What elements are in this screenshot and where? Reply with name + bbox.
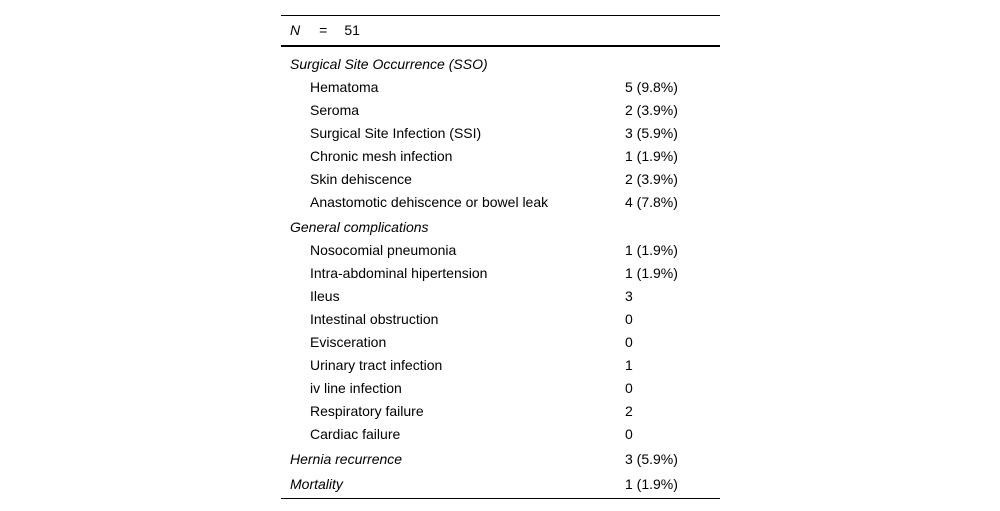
row-value: 2 bbox=[625, 403, 633, 419]
row-value: 0 bbox=[625, 334, 633, 350]
row-label: Mortality bbox=[290, 476, 343, 492]
row-value: 0 bbox=[625, 380, 633, 396]
table-row-respiratory-failure: Respiratory failure 2 bbox=[281, 400, 720, 423]
table-row-ssi: Surgical Site Infection (SSI) 3 (5.9%) bbox=[281, 122, 720, 145]
row-label: Chronic mesh infection bbox=[310, 148, 453, 164]
row-label: Urinary tract infection bbox=[310, 357, 443, 373]
row-label: Intra-abdominal hipertension bbox=[310, 265, 488, 281]
row-label: Hematoma bbox=[310, 79, 379, 95]
row-value: 0 bbox=[625, 426, 633, 442]
table-body: Surgical Site Occurrence (SSO) Hematoma 5… bbox=[281, 47, 720, 499]
table-row-anastomotic-dehiscence: Anastomotic dehiscence or bowel leak 4 (7… bbox=[281, 191, 720, 214]
sample-size-value: 51 bbox=[344, 22, 360, 38]
table-row-section-sso: Surgical Site Occurrence (SSO) bbox=[281, 53, 720, 76]
row-label: Cardiac failure bbox=[310, 426, 401, 442]
row-label: Ileus bbox=[310, 288, 340, 304]
row-value: 2 (3.9%) bbox=[625, 171, 678, 187]
table-row-hematoma: Hematoma 5 (9.8%) bbox=[281, 76, 720, 99]
row-label: Respiratory failure bbox=[310, 403, 424, 419]
table-row-ileus: Ileus 3 bbox=[281, 285, 720, 308]
row-label: General complications bbox=[290, 219, 429, 235]
table-row-section-general: General complications bbox=[281, 216, 720, 239]
table-row-urinary-tract-infection: Urinary tract infection 1 bbox=[281, 354, 720, 377]
row-label: Surgical Site Infection (SSI) bbox=[310, 125, 482, 141]
row-label: Seroma bbox=[310, 102, 360, 118]
table-header-row: N = 51 bbox=[281, 16, 720, 47]
table-row-seroma: Seroma 2 (3.9%) bbox=[281, 99, 720, 122]
sample-size-symbol: N bbox=[290, 22, 301, 38]
row-value: 3 (5.9%) bbox=[625, 451, 678, 467]
table-row-mortality: Mortality 1 (1.9%) bbox=[281, 473, 720, 496]
table-row-intestinal-obstruction: Intestinal obstruction 0 bbox=[281, 308, 720, 331]
row-value: 1 bbox=[625, 357, 633, 373]
row-value: 1 (1.9%) bbox=[625, 148, 678, 164]
table-row-nosocomial-pneumonia: Nosocomial pneumonia 1 (1.9%) bbox=[281, 239, 720, 262]
row-value: 1 (1.9%) bbox=[625, 265, 678, 281]
row-value: 2 (3.9%) bbox=[625, 102, 678, 118]
equals-sign: = bbox=[319, 22, 328, 38]
row-value: 5 (9.8%) bbox=[625, 79, 678, 95]
row-value: 3 (5.9%) bbox=[625, 125, 678, 141]
table-row-cardiac-failure: Cardiac failure 0 bbox=[281, 423, 720, 446]
table-row-chronic-mesh-infection: Chronic mesh infection 1 (1.9%) bbox=[281, 145, 720, 168]
table-row-evisceration: Evisceration 0 bbox=[281, 331, 720, 354]
row-label: Evisceration bbox=[310, 334, 387, 350]
table-row-hernia-recurrence: Hernia recurrence 3 (5.9%) bbox=[281, 448, 720, 471]
row-value: 0 bbox=[625, 311, 633, 327]
row-label: Intestinal obstruction bbox=[310, 311, 439, 327]
row-label: Skin dehiscence bbox=[310, 171, 412, 187]
table-row-intra-abdominal-hipertension: Intra-abdominal hipertension 1 (1.9%) bbox=[281, 262, 720, 285]
row-label: Anastomotic dehiscence or bowel leak bbox=[310, 194, 549, 210]
row-label: Hernia recurrence bbox=[290, 451, 403, 467]
table-row-skin-dehiscence: Skin dehiscence 2 (3.9%) bbox=[281, 168, 720, 191]
row-value: 1 (1.9%) bbox=[625, 242, 678, 258]
table-row-iv-line-infection: iv line infection 0 bbox=[281, 377, 720, 400]
row-value: 1 (1.9%) bbox=[625, 476, 678, 492]
row-label: iv line infection bbox=[310, 380, 402, 396]
row-label: Surgical Site Occurrence (SSO) bbox=[290, 56, 488, 72]
row-value: 3 bbox=[625, 288, 633, 304]
row-value: 4 (7.8%) bbox=[625, 194, 678, 210]
row-label: Nosocomial pneumonia bbox=[310, 242, 457, 258]
complications-table: N = 51 Surgical Site Occurrence (SSO) Hema… bbox=[281, 15, 720, 499]
